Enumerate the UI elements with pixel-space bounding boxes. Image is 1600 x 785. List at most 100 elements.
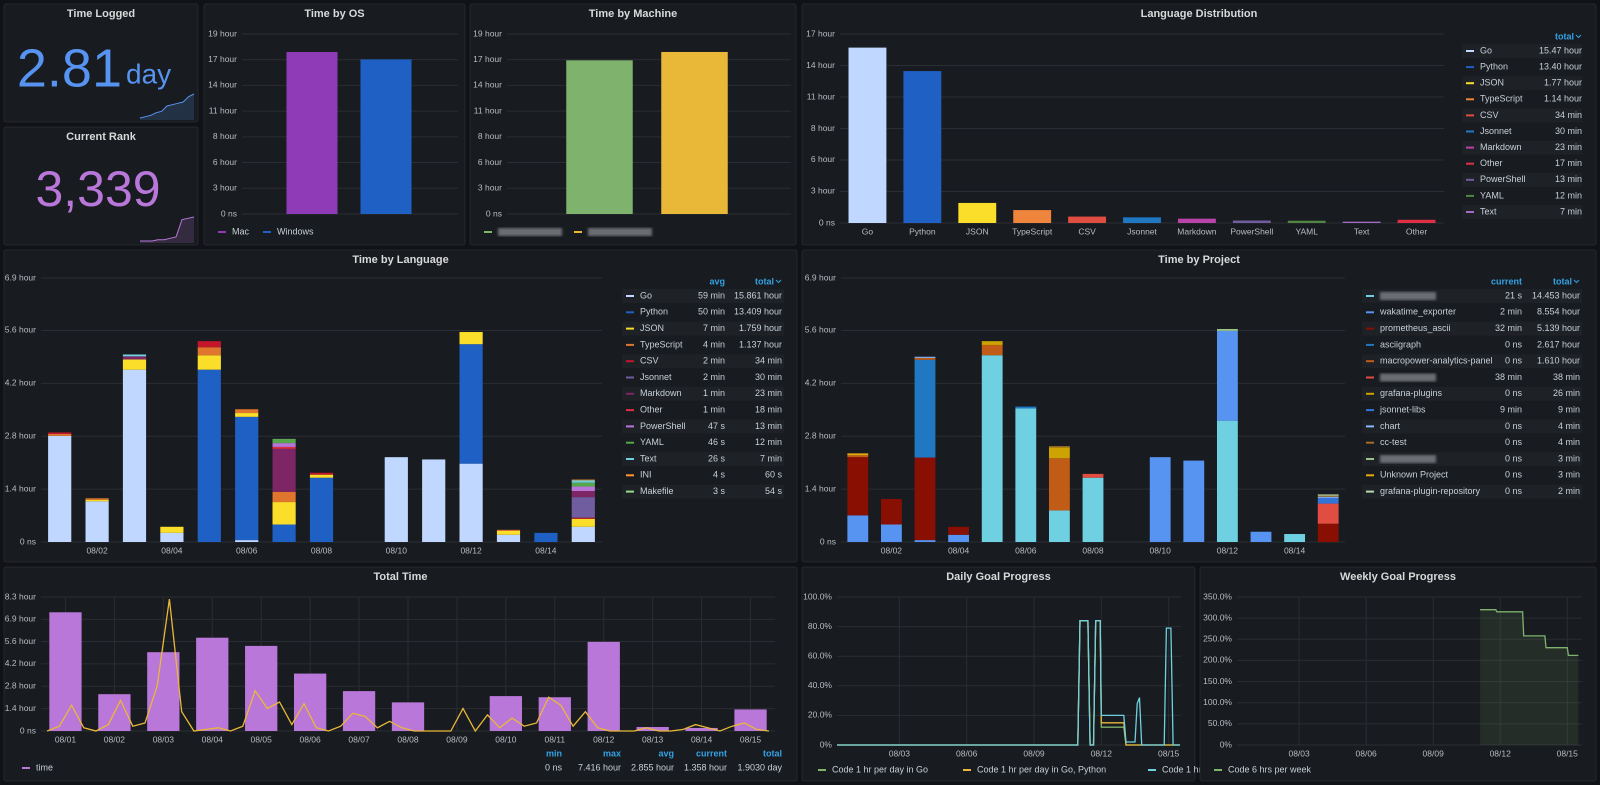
bar [342, 691, 376, 731]
bar-segment [160, 526, 184, 533]
legend-value: 26 min [1553, 388, 1580, 398]
bar-segment [235, 416, 259, 541]
bar-segment [235, 409, 259, 414]
bar-segment [1015, 408, 1037, 542]
bar-segment [571, 479, 595, 481]
legend-value: 4 s [713, 470, 726, 480]
panel-title: Time by OS [304, 8, 364, 20]
legend-label: TypeScript [640, 339, 683, 349]
legend-label: PowerShell [640, 421, 686, 431]
panel [3, 566, 798, 782]
x-tick-label: 08/03 [1288, 748, 1310, 758]
bar-segment [1048, 446, 1070, 448]
x-tick-label: 08/12 [1490, 748, 1512, 758]
y-tick-label: 3 hour [811, 186, 835, 196]
y-tick-label: 100.0% [1203, 697, 1232, 707]
bar-segment [235, 540, 259, 542]
legend-row [622, 452, 784, 466]
bar-segment [122, 369, 147, 542]
legend-label: Python [640, 307, 668, 317]
bar [566, 60, 633, 214]
bar [1397, 219, 1436, 223]
legend-value: 7 min [1560, 206, 1582, 216]
legend-value: 2 min [703, 356, 725, 366]
legend-value: 8.554 hour [1537, 307, 1580, 317]
bar-segment [571, 486, 595, 492]
y-tick-label: 19 hour [208, 28, 237, 38]
stat-value: 2.81 [17, 38, 122, 98]
bar-segment [847, 455, 869, 458]
bar-segment [948, 534, 970, 542]
x-tick-label: 08/10 [495, 734, 517, 744]
x-tick-label: CSV [1078, 226, 1096, 236]
legend-header: total [1555, 31, 1574, 41]
bar-segment [309, 472, 334, 475]
legend-row [622, 354, 784, 369]
legend-row [1362, 386, 1582, 401]
legend-value: 2 min [1500, 307, 1522, 317]
legend-header: min [546, 748, 562, 758]
bar [587, 641, 620, 731]
y-tick-label: 200.0% [1203, 655, 1232, 665]
bar-segment [1048, 510, 1070, 542]
bar [196, 637, 229, 731]
y-tick-label: 11 hour [474, 105, 502, 115]
x-tick-label: 08/03 [889, 748, 911, 758]
bar-segment [571, 518, 595, 527]
legend-label: Windows [277, 226, 314, 236]
legend-value: 0 ns [1505, 421, 1523, 431]
y-tick-label: 8 hour [478, 131, 502, 141]
sort-icon [1573, 279, 1580, 284]
bar-segment [85, 498, 109, 500]
x-tick-label: 08/10 [1150, 545, 1172, 555]
legend-value: 13.40 hour [1539, 61, 1582, 71]
legend-value: 0 ns [1505, 339, 1523, 349]
y-tick-label: 6 hour [478, 157, 502, 167]
legend-value: 30 min [1555, 126, 1582, 136]
legend-label: Text [1480, 206, 1497, 216]
bar-segment [914, 356, 936, 358]
bar-segment [1317, 494, 1339, 496]
legend-value: 7 min [760, 453, 782, 463]
bar-segment [914, 540, 936, 542]
legend-header: avg [658, 748, 674, 758]
y-tick-label: 3 hour [478, 183, 502, 193]
legend-label: JSON [640, 323, 664, 333]
legend-value: 4 min [703, 339, 725, 349]
legend-value: 2.855 hour [631, 762, 674, 772]
y-tick-label: 20.0% [808, 710, 833, 720]
bar-segment [1015, 406, 1037, 409]
y-tick-label: 100.0% [803, 591, 832, 601]
legend-row [622, 289, 784, 303]
legend-row [622, 386, 784, 401]
x-tick-label: 08/13 [642, 734, 664, 744]
bar [848, 47, 887, 223]
legend-label: wakatime_exporter [1379, 307, 1456, 317]
legend-value: 1 min [703, 388, 725, 398]
legend-value: 50 min [698, 307, 725, 317]
bar-segment [122, 359, 147, 370]
bar-segment [309, 477, 334, 542]
legend-value: 7 min [703, 323, 725, 333]
x-tick-label: 08/08 [311, 545, 333, 555]
y-tick-label: 0% [820, 739, 833, 749]
bar-segment [571, 482, 595, 487]
y-tick-label: 4.2 hour [5, 658, 36, 668]
bar-segment [1048, 458, 1070, 511]
legend-label: YAML [1480, 190, 1504, 200]
line [46, 599, 769, 733]
bar [1068, 216, 1107, 223]
x-tick-label: 08/06 [956, 748, 978, 758]
legend-value: 2 min [1558, 486, 1580, 496]
panel [469, 3, 797, 246]
y-tick-label: 4.2 hour [805, 378, 836, 388]
legend-label: cc-test [1380, 437, 1407, 447]
legend-value: 54 s [765, 486, 783, 496]
legend-label: grafana-plugin-repository [1380, 486, 1481, 496]
y-tick-label: 5.6 hour [5, 636, 36, 646]
bar-segment [571, 480, 595, 483]
y-tick-label: 14 hour [208, 80, 237, 90]
legend-value: 0 ns [1505, 388, 1523, 398]
y-tick-label: 14 hour [806, 60, 835, 70]
y-tick-label: 6 hour [811, 154, 835, 164]
